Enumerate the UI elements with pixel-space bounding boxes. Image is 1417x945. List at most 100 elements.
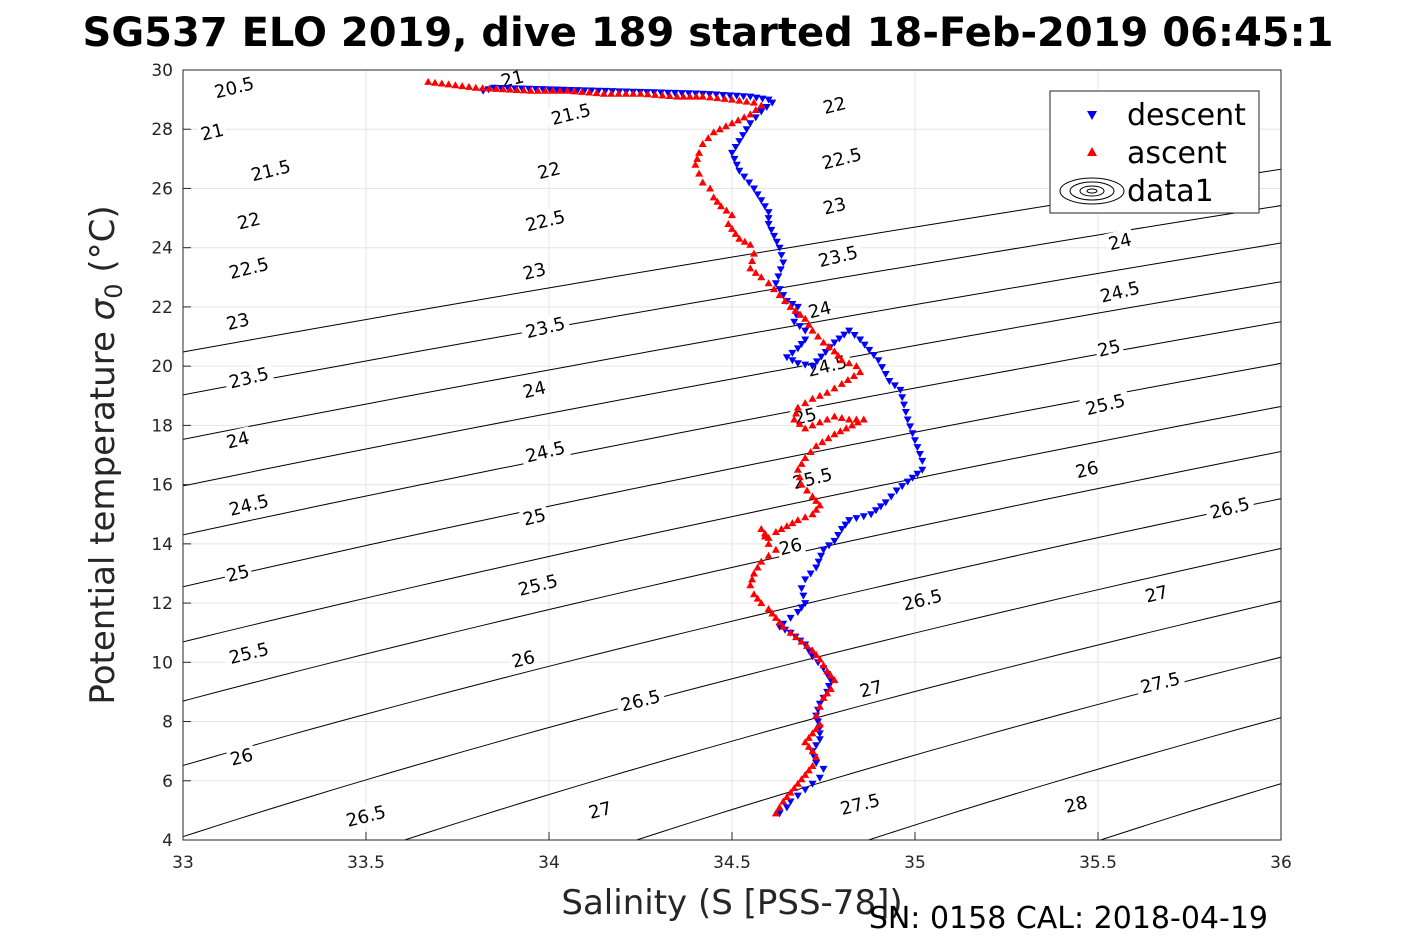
ascent-point bbox=[492, 84, 501, 92]
y-tick-label: 18 bbox=[151, 416, 173, 436]
contour-label-bg bbox=[222, 251, 275, 283]
contour-label-bg bbox=[225, 743, 257, 770]
ascent-point bbox=[812, 496, 821, 504]
contour-label-bg bbox=[855, 675, 887, 701]
density-contour-line bbox=[183, 405, 1281, 643]
descent-point bbox=[819, 546, 828, 554]
contour-label-bg bbox=[1093, 334, 1125, 361]
contour-label-bg bbox=[1071, 455, 1103, 482]
ascent-point bbox=[791, 306, 800, 314]
ascent-point bbox=[526, 86, 535, 94]
descent-point bbox=[878, 364, 887, 372]
contour-label: 24.5 bbox=[1094, 275, 1146, 308]
descent-point bbox=[764, 215, 773, 223]
ascent-point bbox=[797, 459, 806, 467]
ascent-point bbox=[621, 89, 630, 97]
descent-point bbox=[757, 197, 766, 205]
y-tick-label: 24 bbox=[151, 239, 173, 259]
ascent-point bbox=[706, 184, 715, 192]
descent-point bbox=[837, 526, 846, 534]
descent-point bbox=[725, 92, 734, 100]
descent-point bbox=[824, 683, 833, 690]
ascent-point bbox=[790, 784, 799, 792]
contour-label: 25 bbox=[222, 559, 254, 587]
ascent-point bbox=[804, 320, 813, 328]
descent-point bbox=[788, 357, 797, 365]
descent-point bbox=[815, 774, 824, 782]
descent-point bbox=[786, 798, 795, 806]
descent-point bbox=[758, 95, 767, 103]
y-tick-label: 26 bbox=[151, 179, 173, 199]
ascent-point bbox=[563, 86, 572, 94]
descent-point bbox=[885, 377, 894, 385]
density-contour-line bbox=[183, 451, 1281, 702]
ascent-point bbox=[691, 160, 700, 168]
ascent-point bbox=[823, 689, 832, 697]
ascent-point bbox=[842, 424, 851, 432]
descent-point bbox=[871, 507, 880, 515]
descent-point bbox=[601, 87, 610, 95]
ascent-point bbox=[808, 510, 817, 518]
ascent-point bbox=[808, 761, 817, 769]
descent-point bbox=[751, 114, 760, 122]
descent-point bbox=[808, 363, 817, 371]
ascent-point bbox=[764, 539, 773, 547]
contour-label-bg bbox=[222, 307, 254, 334]
ascent-point bbox=[709, 128, 718, 136]
ascent-point bbox=[706, 93, 715, 101]
legend-descent-label: descent bbox=[1127, 98, 1246, 133]
ascent-point bbox=[651, 90, 660, 98]
contour-label-bg bbox=[804, 295, 836, 322]
ascent-point bbox=[692, 92, 701, 100]
contour-label: 27 bbox=[584, 796, 616, 824]
ascent-point bbox=[746, 110, 755, 118]
descent-point bbox=[808, 780, 817, 788]
y-axis-label-sigma: σ bbox=[83, 297, 123, 320]
ascent-point bbox=[713, 94, 722, 102]
ascent-point bbox=[424, 77, 433, 85]
ascent-point bbox=[541, 86, 550, 94]
descent-point bbox=[801, 786, 810, 794]
ascent-point bbox=[834, 351, 843, 359]
ascent-point bbox=[764, 279, 773, 287]
ascent-point bbox=[512, 85, 521, 93]
ascent-point bbox=[724, 220, 733, 227]
descent-point bbox=[830, 339, 839, 347]
ascent-point bbox=[679, 92, 688, 100]
ascent-point bbox=[781, 297, 790, 304]
descent-point bbox=[749, 185, 758, 193]
ascent-point bbox=[815, 418, 824, 426]
footer-serial-cal: SN: 0158 CAL: 2018-04-19 bbox=[869, 901, 1268, 936]
density-contour-line bbox=[183, 362, 1281, 588]
ascent-point bbox=[837, 379, 846, 387]
descent-point bbox=[552, 86, 561, 94]
ascent-point bbox=[698, 178, 707, 186]
descent-point bbox=[777, 252, 786, 260]
contour-label-bg bbox=[222, 559, 254, 586]
descent-point bbox=[566, 86, 575, 94]
contour-label-bg bbox=[208, 71, 260, 103]
descent-point bbox=[728, 149, 736, 157]
contour-label-bg bbox=[496, 64, 528, 91]
contour-label-bg bbox=[233, 207, 265, 233]
density-contour-line bbox=[183, 547, 1281, 838]
descent-point bbox=[732, 92, 741, 100]
ascent-point bbox=[709, 193, 718, 201]
descent-point bbox=[806, 570, 815, 578]
ascent-point bbox=[808, 729, 817, 737]
descent-point bbox=[768, 99, 777, 107]
ascent-point bbox=[548, 86, 557, 94]
ascent-point bbox=[771, 545, 780, 553]
descent-point bbox=[856, 336, 865, 344]
ascent-point bbox=[803, 486, 812, 494]
ascent-point bbox=[808, 394, 817, 402]
contour-label-bg bbox=[196, 118, 228, 145]
descent-point bbox=[775, 244, 784, 252]
ascent-point bbox=[751, 105, 760, 113]
descent-point bbox=[779, 259, 788, 267]
ascent-point bbox=[771, 613, 780, 621]
contour-label-bg bbox=[614, 684, 666, 716]
x-tick-label: 33.5 bbox=[347, 853, 385, 873]
descent-point bbox=[795, 323, 804, 331]
ascent-point bbox=[695, 169, 704, 177]
